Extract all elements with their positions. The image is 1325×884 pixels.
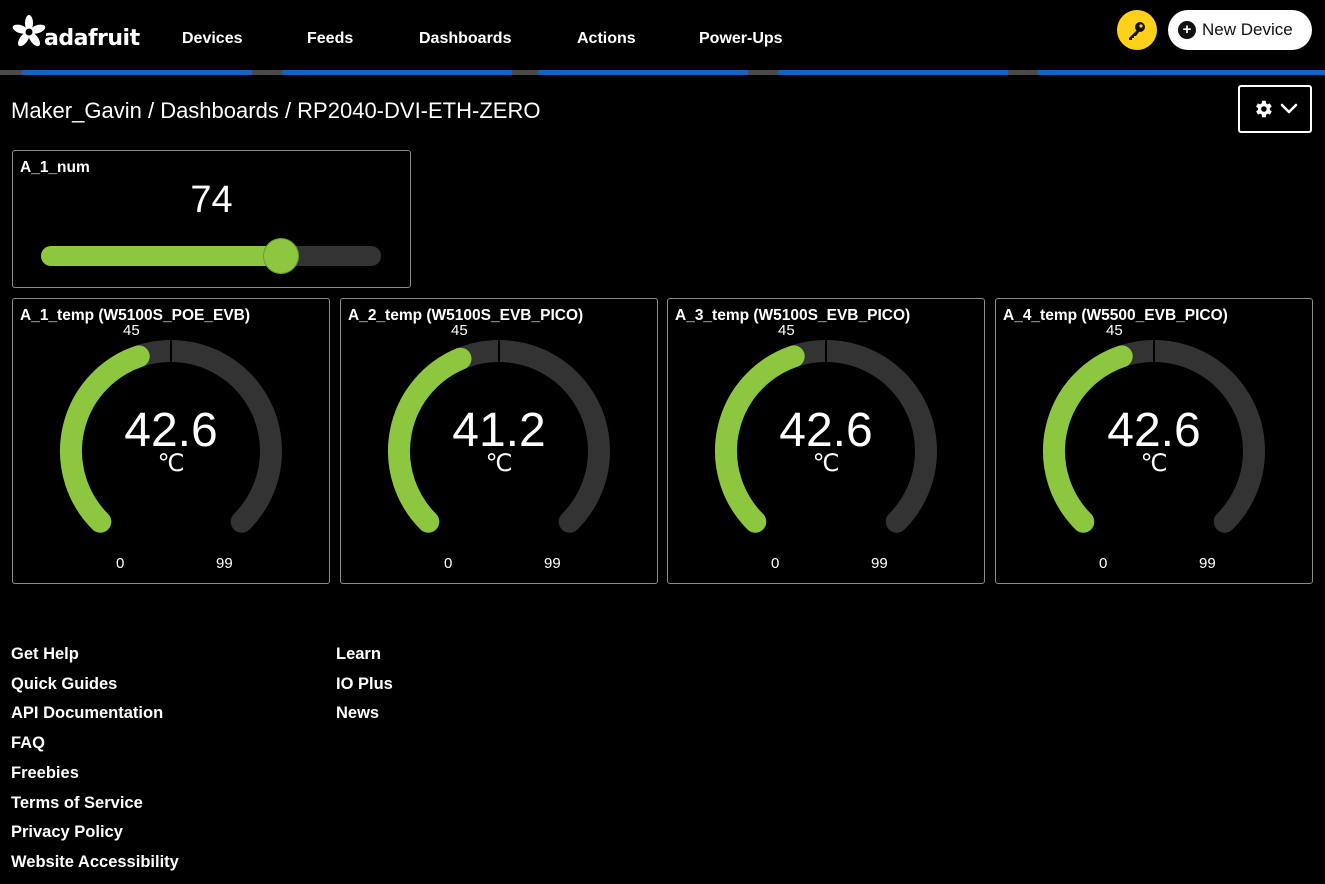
gauge-unit: ℃ — [485, 450, 513, 477]
gauge-unit: ℃ — [812, 450, 840, 477]
gauge-mark-label: 45 — [1106, 322, 1123, 339]
slider-thumb[interactable] — [263, 238, 299, 274]
gauge-fill — [388, 347, 472, 533]
gauge-block: A_3_temp (W5100S_EVB_PICO) 45 42.6 ℃ 0 9… — [667, 298, 985, 584]
gauge-value: 42.6 — [779, 404, 873, 457]
footer-link-terms-of-service[interactable]: Terms of Service — [11, 794, 143, 812]
footer-link-faq[interactable]: FAQ — [11, 734, 45, 752]
gauge-fill — [1043, 345, 1133, 533]
slider-fill — [41, 246, 291, 266]
gauge-unit: ℃ — [157, 450, 185, 477]
chevron-down-icon — [1280, 103, 1298, 114]
slider-track[interactable] — [41, 238, 381, 274]
key-icon — [1129, 22, 1145, 40]
gauge-value: 42.6 — [1107, 404, 1201, 457]
nav-power-ups[interactable]: Power-Ups — [699, 30, 783, 47]
gauge-min-label: 0 — [116, 555, 125, 572]
block-title: A_3_temp (W5100S_EVB_PICO) — [675, 307, 911, 324]
nav-devices[interactable]: Devices — [182, 30, 243, 47]
footer-link-io-plus[interactable]: IO Plus — [336, 675, 393, 693]
gauge-fill — [60, 345, 150, 533]
gauge-unit: ℃ — [1140, 450, 1168, 477]
gauge-mark-label: 45 — [451, 322, 468, 339]
breadcrumb-dashboard: RP2040-DVI-ETH-ZERO — [297, 98, 541, 123]
gauge-min-label: 0 — [771, 555, 780, 572]
block-title: A_1_temp (W5100S_POE_EVB) — [20, 307, 251, 324]
plus-circle-icon: + — [1178, 21, 1196, 39]
gauge-dial — [1043, 340, 1265, 533]
footer-link-freebies[interactable]: Freebies — [11, 764, 79, 782]
footer-link-quick-guides[interactable]: Quick Guides — [11, 675, 118, 693]
footer-link-website-accessibility[interactable]: Website Accessibility — [11, 853, 179, 871]
api-key-button[interactable] — [1117, 10, 1157, 50]
gauge-mark-label: 45 — [778, 322, 795, 339]
breadcrumb-user[interactable]: Maker_Gavin — [11, 98, 142, 123]
nav-dashboards[interactable]: Dashboards — [419, 30, 512, 47]
breadcrumb-separator: / — [141, 98, 161, 123]
gauge-min-label: 0 — [1099, 555, 1108, 572]
block-title: A_4_temp (W5500_EVB_PICO) — [1003, 307, 1228, 324]
gauge-dial — [715, 340, 937, 533]
gauge-fill — [715, 345, 805, 533]
header-stripe — [0, 70, 1325, 75]
adafruit-logo[interactable]: adafruit — [12, 10, 140, 54]
logo-text: adafruit — [44, 25, 140, 51]
breadcrumb-separator: / — [278, 98, 298, 123]
block-title: A_2_temp (W5100S_EVB_PICO) — [348, 307, 584, 324]
gauge-dial — [388, 340, 610, 533]
footer-link-api-documentation[interactable]: API Documentation — [11, 704, 164, 722]
gauge-max-label: 99 — [544, 555, 561, 572]
gauge-value: 42.6 — [124, 404, 218, 457]
gauge-block: A_2_temp (W5100S_EVB_PICO) 45 41.2 ℃ 0 9… — [340, 298, 658, 584]
gauge-max-label: 99 — [871, 555, 888, 572]
footer-link-get-help[interactable]: Get Help — [11, 645, 79, 663]
dashboard-settings-button[interactable] — [1238, 85, 1312, 133]
gauge-min-label: 0 — [444, 555, 453, 572]
gauge-max-label: 99 — [216, 555, 233, 572]
gear-icon — [1256, 100, 1272, 118]
adafruit-flower-icon — [12, 15, 46, 47]
breadcrumb: Maker_Gavin / Dashboards / RP2040-DVI-ET… — [11, 98, 540, 124]
gauge-block: A_1_temp (W5100S_POE_EVB) 45 42.6 ℃ 0 99 — [12, 298, 330, 584]
slider-value: 74 — [190, 179, 233, 221]
gauge-block: A_4_temp (W5500_EVB_PICO) 45 42.6 ℃ 0 99 — [995, 298, 1313, 584]
footer-link-learn[interactable]: Learn — [336, 645, 381, 663]
new-device-label: New Device — [1202, 20, 1293, 39]
gauge-dial — [60, 340, 282, 533]
slider-block: A_1_num 74 — [12, 150, 411, 288]
top-navbar: adafruit Devices Feeds Dashboards Action… — [0, 0, 1325, 70]
gauge-value: 41.2 — [452, 404, 546, 457]
nav-feeds[interactable]: Feeds — [307, 30, 354, 47]
new-device-button[interactable]: + New Device — [1168, 10, 1312, 50]
block-title: A_1_num — [20, 159, 90, 176]
footer-link-privacy-policy[interactable]: Privacy Policy — [11, 823, 123, 841]
gauge-mark-label: 45 — [123, 322, 140, 339]
gauge-max-label: 99 — [1199, 555, 1216, 572]
breadcrumb-section[interactable]: Dashboards — [160, 98, 279, 123]
footer-link-news[interactable]: News — [336, 704, 380, 722]
nav-actions[interactable]: Actions — [577, 30, 636, 47]
